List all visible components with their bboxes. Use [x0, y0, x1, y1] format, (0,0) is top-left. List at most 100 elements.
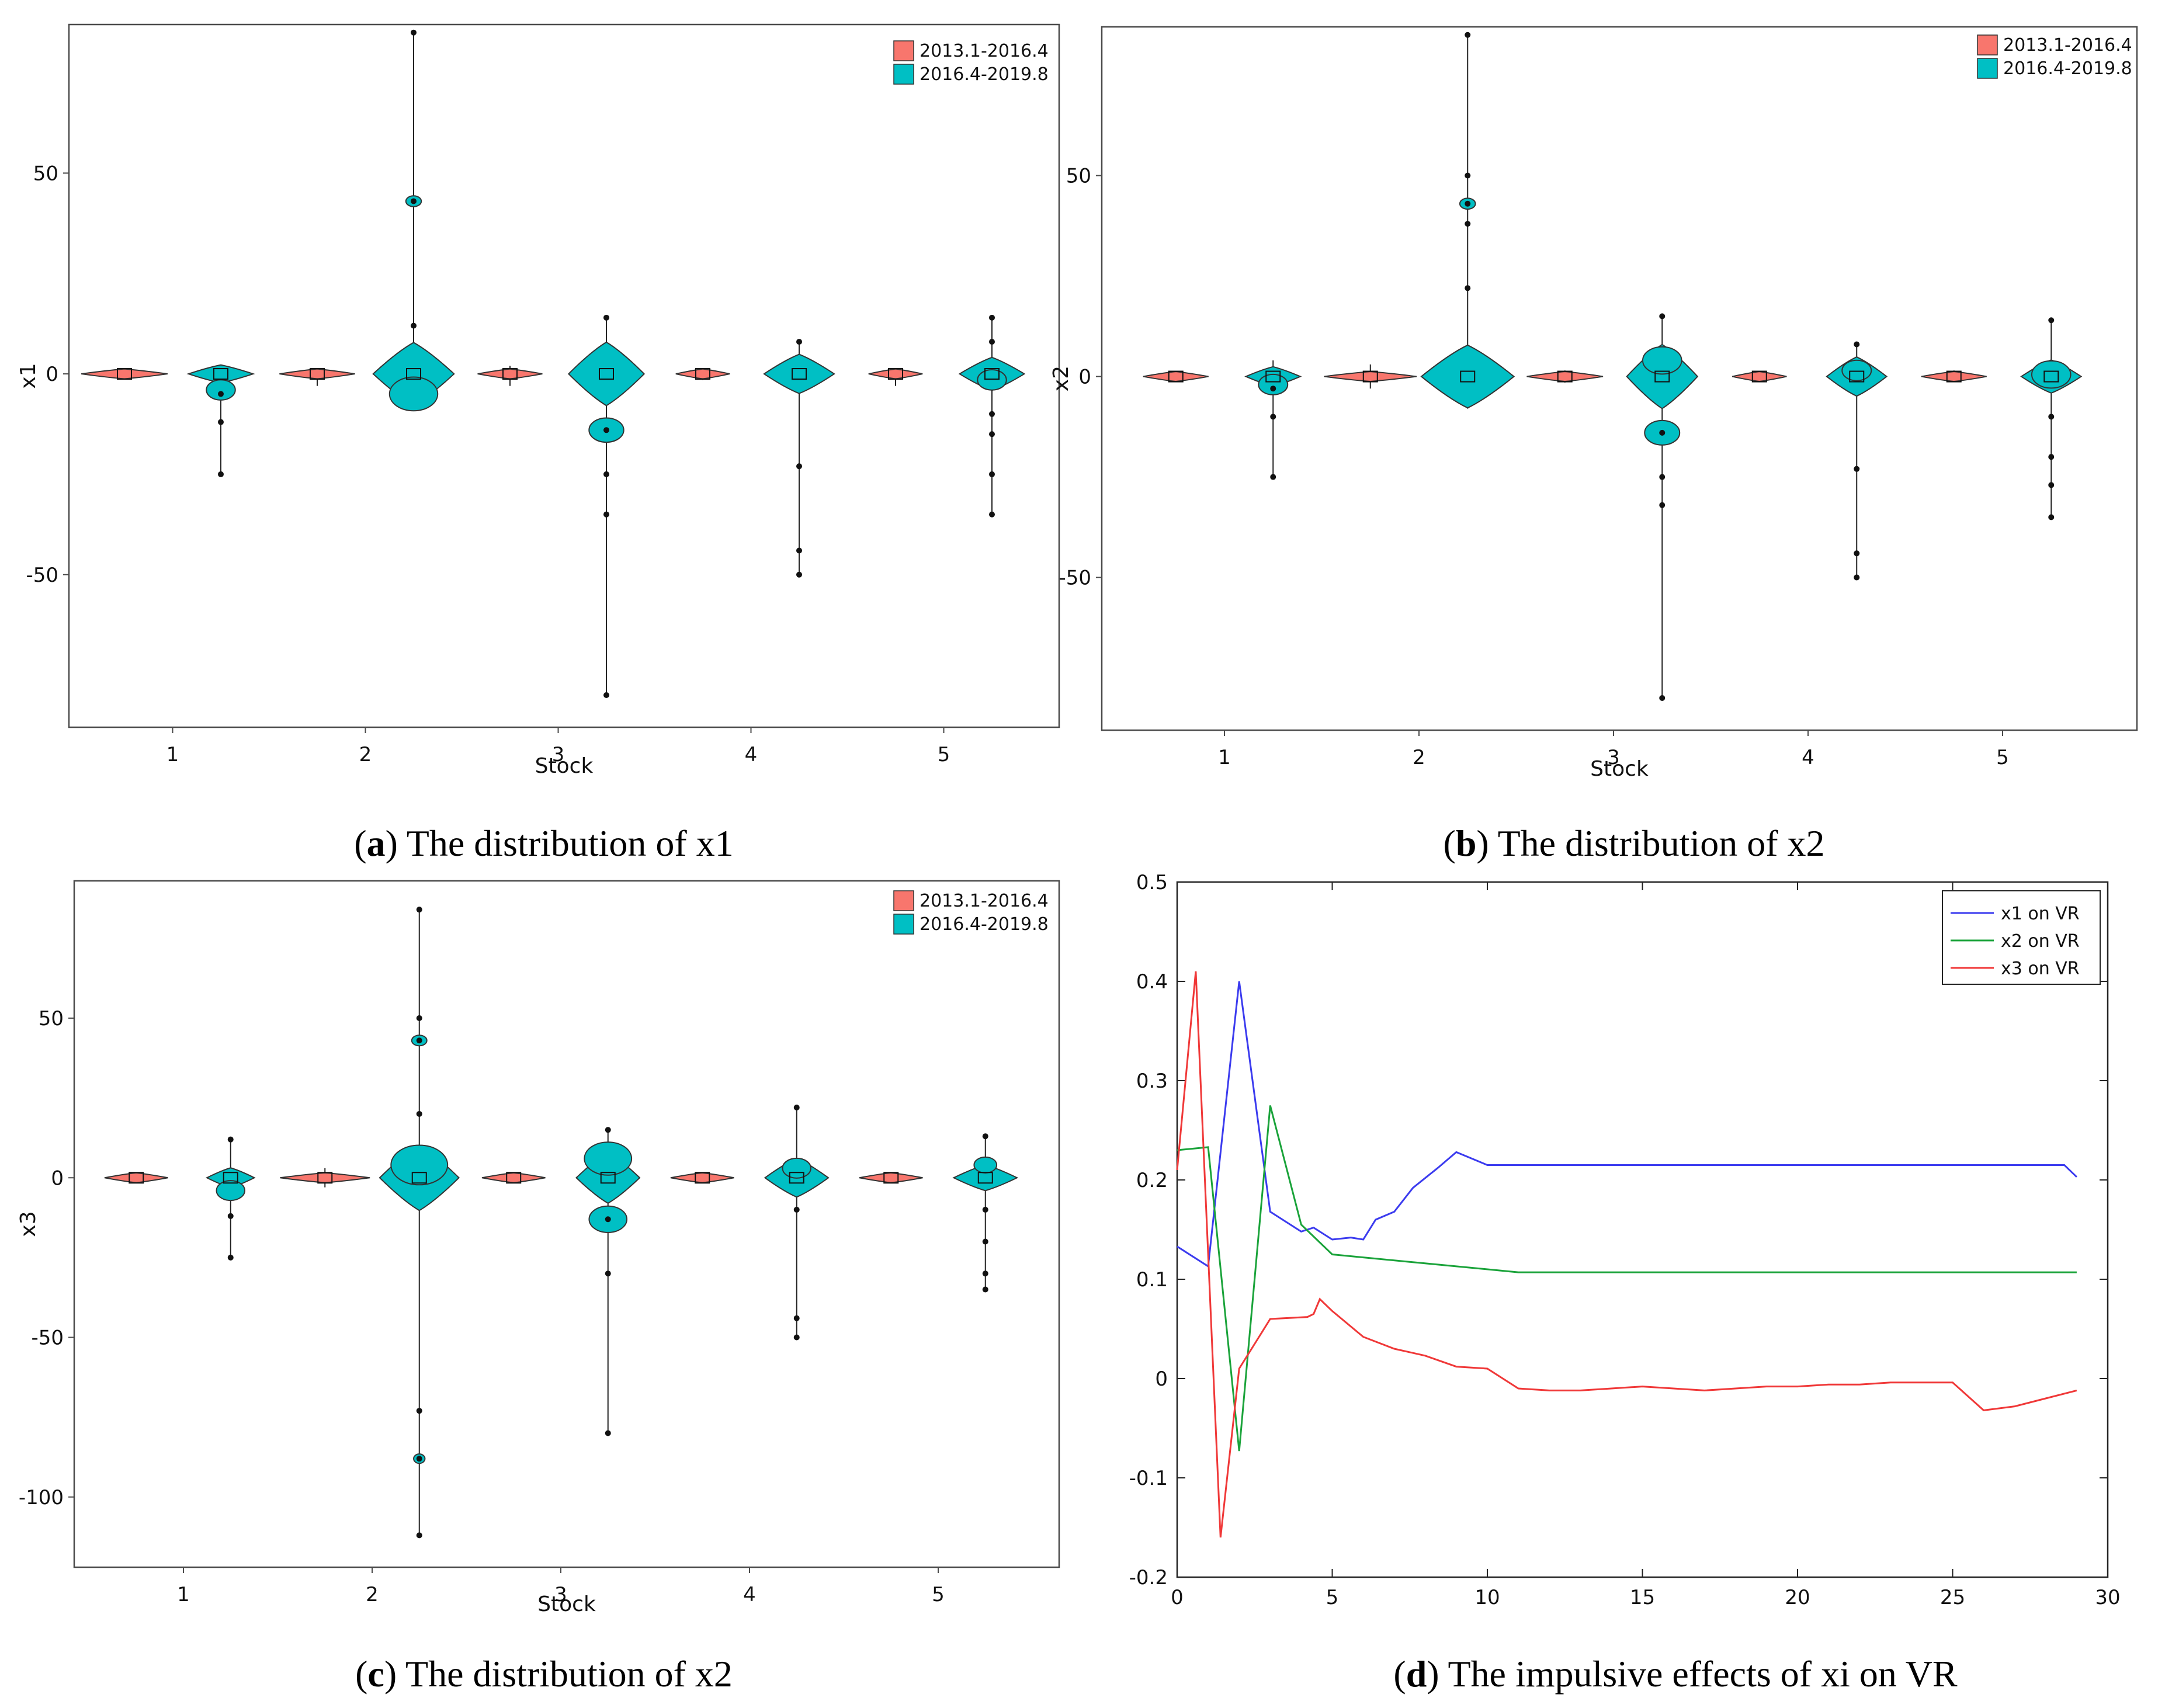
outlier-1-2-3 [1659, 695, 1666, 701]
y-tick-label-0: -50 [26, 564, 58, 587]
y-tick-label-3: 50 [39, 1007, 64, 1030]
caption-c-text: ) The distribution of x2 [384, 1653, 733, 1695]
series-line-1 [1177, 981, 2077, 1268]
x-tick-label-3: 4 [745, 743, 758, 766]
violin-period-a-1 [1324, 371, 1417, 382]
y-axis-title: x3 [16, 1211, 40, 1237]
violin-lobe-1-0-0 [1258, 373, 1289, 395]
outlier-1-2-0 [1659, 429, 1666, 436]
outlier-1-2-4 [1659, 313, 1666, 320]
x-tick-label-2: 3 [1607, 746, 1620, 769]
x-tick-label-4: 5 [1996, 746, 2009, 769]
outlier-1-4-2 [982, 1270, 988, 1277]
outlier-1-4-3 [2048, 514, 2055, 520]
outlier-1-1-0 [416, 1037, 422, 1044]
violin-period-b-2 [567, 341, 646, 407]
x-tick-label-6: 30 [2095, 1586, 2120, 1609]
inner-box-1-4 [977, 1172, 993, 1184]
y-tick-label-5: 0.3 [1136, 1070, 1168, 1093]
outlier-1-3-0 [796, 463, 802, 470]
plot-frame [68, 23, 1060, 728]
inner-box-1-2 [600, 1172, 616, 1184]
outlier-1-2-3 [603, 692, 609, 699]
legend-label-1: 2016.4-2019.8 [920, 64, 1049, 85]
outlier-1-1-0 [411, 198, 417, 204]
x-tick-label-4: 20 [1785, 1586, 1810, 1609]
y-tick-label-4: 0.2 [1136, 1169, 1168, 1192]
outlier-1-3-2 [793, 1334, 800, 1341]
inner-box-0-3 [695, 1172, 710, 1184]
violin-lobe-1-0-0 [216, 1180, 245, 1202]
legend-swatch-1 [893, 64, 914, 85]
violin-period-a-2 [477, 368, 543, 380]
outlier-1-1-2 [411, 322, 417, 329]
inner-box-0-1 [317, 1172, 333, 1184]
outlier-1-3-1 [793, 1315, 800, 1321]
y-tick-label-2: 50 [33, 162, 58, 185]
outlier-1-4-0 [2048, 414, 2055, 420]
outlier-1-4-4 [982, 1133, 988, 1140]
violin-period-a-4 [859, 1172, 923, 1183]
outlier-1-4-0 [989, 411, 995, 417]
inner-box-0-0 [129, 1172, 144, 1184]
y-tick-label-6: 0.4 [1136, 970, 1168, 994]
inner-box-0-3 [1751, 370, 1767, 383]
outlier-1-2-4 [603, 314, 609, 321]
violin-lobe-1-4-0 [973, 1156, 998, 1174]
inner-box-0-0 [1168, 370, 1184, 383]
caption-d-text: ) The impulsive effects of xi on VR [1427, 1653, 1958, 1695]
outlier-1-1-6 [416, 1110, 422, 1117]
x-axis-title: Stock [537, 1592, 596, 1616]
caption-b-text: ) The distribution of x2 [1476, 822, 1824, 864]
outlier-1-2-0 [603, 427, 609, 433]
x-tick-label-0: 1 [177, 1583, 190, 1606]
x-tick-label-4: 5 [938, 743, 950, 766]
outlier-1-0-0 [227, 1213, 234, 1219]
svg-text:(a) The distribution of x1: (a) The distribution of x1 [354, 822, 733, 864]
inner-box-1-2 [599, 368, 614, 380]
caption-b-letter: b [1456, 822, 1477, 864]
violin-period-a-4 [868, 368, 923, 380]
legend-label-0: 2013.1-2016.4 [2003, 35, 2132, 55]
outlier-1-3-3 [793, 1105, 800, 1111]
outlier-1-3-2 [796, 571, 802, 578]
outlier-1-3-3 [1854, 341, 1860, 348]
outlier-1-4-1 [982, 1238, 988, 1245]
inner-box-0-1 [310, 368, 325, 380]
legend-swatch-0 [1977, 34, 1998, 55]
x-tick-label-0: 1 [1218, 746, 1231, 769]
series-line-2 [1177, 1105, 2077, 1452]
y-tick-label-7: 0.5 [1136, 871, 1168, 894]
outlier-1-1-3 [1465, 32, 1471, 38]
outlier-1-4-1 [2048, 454, 2055, 460]
inner-box-1-4 [2043, 370, 2059, 383]
x-tick-label-0: 0 [1171, 1586, 1184, 1609]
violin-period-a-2 [1526, 371, 1604, 382]
outlier-1-2-3 [605, 1127, 611, 1133]
x-tick-label-1: 5 [1326, 1586, 1339, 1609]
caption-a-text: ) The distribution of x1 [386, 822, 734, 864]
legend-label-2: x2 on VR [2001, 931, 2080, 952]
outlier-1-1-3 [416, 1408, 422, 1414]
caption-b: (b) The distribution of x2 [1444, 822, 1825, 864]
legend-swatch-1 [893, 914, 914, 935]
outlier-1-3-3 [796, 339, 802, 345]
x-tick-label-2: 3 [554, 1583, 567, 1606]
inner-box-0-3 [695, 368, 710, 380]
y-tick-label-2: 0 [51, 1167, 64, 1190]
caption-a: (a) The distribution of x1 [354, 822, 733, 864]
violin-period-a-0 [81, 368, 168, 380]
legend-swatch-0 [893, 40, 914, 61]
caption-d-letter: d [1406, 1653, 1427, 1695]
legend-label-0: 2013.1-2016.4 [920, 41, 1049, 61]
outlier-1-1-2 [416, 907, 422, 913]
x-tick-label-4: 5 [932, 1583, 945, 1606]
inner-box-0-2 [506, 1172, 522, 1184]
legend-swatch-0 [893, 890, 914, 911]
inner-box-1-1 [411, 1172, 427, 1184]
caption-c-letter: c [367, 1653, 384, 1695]
plot-frame [73, 880, 1060, 1568]
y-tick-label-1: -50 [31, 1327, 64, 1350]
violin-period-b-3 [763, 353, 835, 394]
outlier-1-4-2 [2048, 482, 2055, 488]
